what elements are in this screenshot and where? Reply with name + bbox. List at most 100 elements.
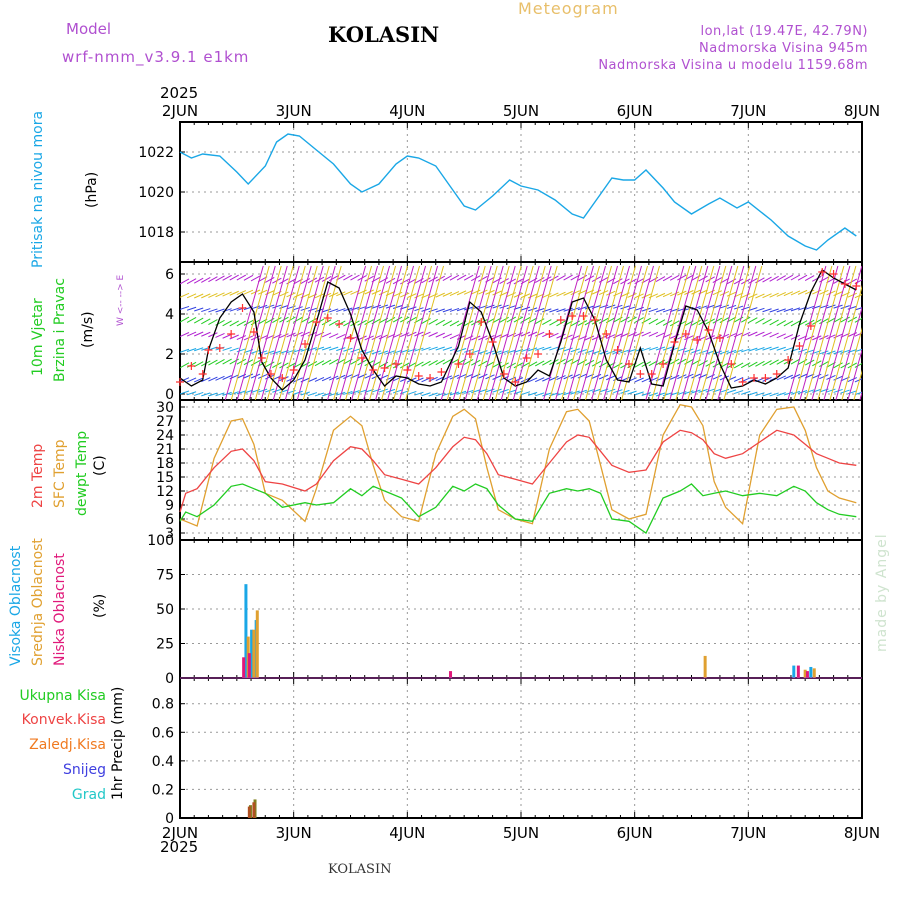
wind-barb [222, 375, 232, 380]
wind-barb [506, 305, 516, 310]
wind-barb [620, 389, 630, 394]
wind-barb [733, 390, 744, 395]
gust-marker [840, 280, 849, 288]
wind-barb [428, 392, 438, 397]
wind-barb [563, 358, 573, 365]
wind-barb [499, 362, 509, 369]
cloud-bar [792, 665, 796, 678]
wind-streak [518, 265, 558, 400]
wind-barb [250, 349, 261, 354]
precip-panel: 0 0.2 0.4 0.6 0.8 [152, 677, 863, 827]
wind-barb [733, 278, 744, 285]
wind-barb [549, 308, 559, 313]
gust-marker [670, 338, 679, 346]
wind-barb [847, 377, 857, 383]
wind-barb [712, 350, 722, 355]
wind-barb [662, 275, 673, 282]
precip-bar [252, 802, 256, 818]
y-tick-label: 1020 [138, 185, 174, 201]
wind-streak [817, 265, 857, 400]
wind-barb [407, 306, 417, 311]
wind-barb [833, 333, 843, 339]
x-tick-label-top: 4JUN [389, 102, 425, 120]
wind-streak [717, 265, 757, 400]
wind-barb [563, 274, 573, 281]
wind-streak [369, 265, 409, 400]
wind-barb [449, 307, 460, 312]
wind-streak [866, 266, 900, 400]
wind-barb [719, 388, 730, 393]
wind-barb [215, 275, 225, 282]
wind-barb [392, 376, 403, 382]
wind-barb [193, 277, 204, 284]
wind-barb [336, 334, 346, 339]
wind-barb [641, 293, 651, 299]
wind-barb [556, 333, 566, 339]
cloud-bar [244, 584, 248, 678]
wind-barb [336, 391, 346, 396]
wind-barb [812, 335, 822, 341]
wind-barb [719, 304, 730, 309]
wind-barb [236, 335, 247, 341]
wind-barb [755, 307, 765, 312]
wind-barb [194, 307, 204, 312]
wind-barb [535, 392, 545, 397]
gust-marker [266, 370, 275, 378]
wind-barb [499, 350, 509, 355]
wind-barb [428, 293, 438, 299]
wind-barb [641, 377, 651, 383]
wind-barb [634, 377, 644, 383]
wind-barb [307, 377, 318, 383]
wind-barb [328, 275, 339, 282]
wind-barb [527, 377, 538, 383]
wind-streak [375, 265, 415, 400]
wind-barb [442, 358, 453, 365]
y-tick-label: 0.2 [152, 782, 174, 798]
wind-barb [194, 293, 204, 299]
gust-marker [238, 304, 247, 312]
wind-barb [769, 308, 779, 313]
wind-barb [201, 293, 211, 299]
wind-barb [563, 391, 573, 396]
wind-barb [634, 278, 644, 285]
wind-barb [364, 319, 374, 326]
wind-streak [859, 390, 862, 400]
gust-marker [380, 364, 389, 372]
wind-barb [762, 293, 772, 299]
wind-barb [279, 278, 289, 285]
wind-barb [307, 277, 318, 284]
wind-barb [243, 373, 254, 379]
gust-marker [568, 312, 577, 320]
wind-barb [840, 316, 850, 323]
wind-barb [634, 391, 644, 396]
wind-barb [542, 392, 552, 397]
y-tick-label: 100 [147, 533, 174, 549]
y-tick-label: 0.6 [152, 725, 174, 741]
wind-barb [698, 275, 708, 282]
cloud-bar [812, 668, 816, 678]
wind-barb [805, 389, 815, 394]
gust-marker [738, 378, 747, 386]
wind-barb [378, 374, 389, 380]
gust-marker [488, 338, 497, 346]
y-tick-label: 25 [156, 637, 174, 653]
wind-barb [421, 277, 431, 284]
wind-streak [811, 265, 851, 400]
y-tick-label: 0 [165, 387, 174, 403]
wind-barb [527, 391, 538, 396]
wind-barb [407, 390, 417, 395]
wind-barb [328, 320, 339, 326]
wind-barb [790, 358, 801, 365]
wind-barb [428, 359, 438, 366]
wind-barb [180, 305, 190, 310]
wind-barb [627, 390, 637, 395]
wind-barb [371, 388, 381, 393]
wind-barb [542, 276, 552, 283]
wind-streak [224, 265, 264, 400]
cloud-bar [247, 653, 251, 678]
cloud-bar [449, 671, 453, 678]
gust-marker [465, 350, 474, 358]
wind-barb [712, 374, 723, 380]
wind-barb [286, 349, 296, 354]
gust-marker [784, 356, 793, 364]
